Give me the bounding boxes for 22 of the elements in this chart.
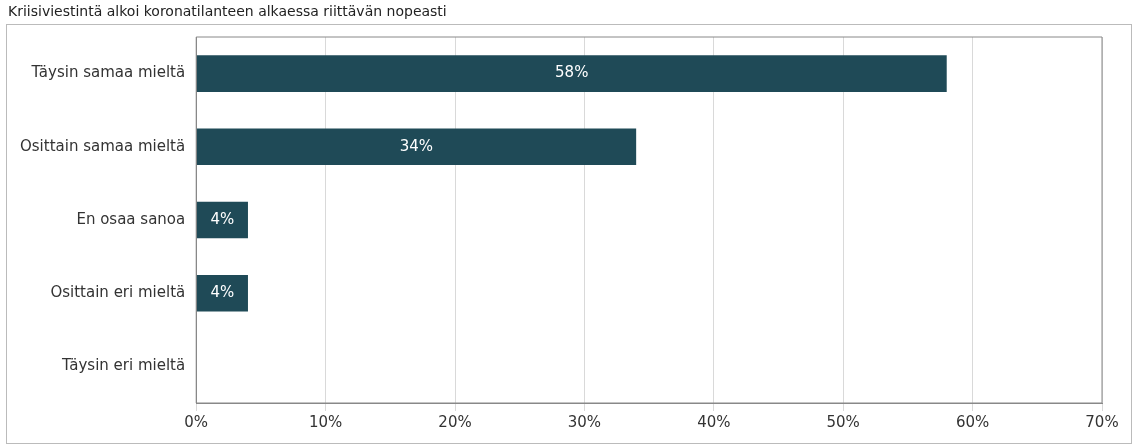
data-label: 4%	[210, 209, 235, 228]
x-tick-label: 20%	[438, 412, 472, 431]
y-tick-label: Osittain samaa mieltä	[19, 136, 186, 155]
bar	[196, 201, 248, 239]
x-tick-label: 10%	[308, 412, 343, 431]
chart-title: Kriisiviestintä alkoi koronatilanteen alkaessa riittävän nopeasti	[7, 2, 448, 21]
y-tick-label: Täysin eri mieltä	[60, 356, 186, 375]
x-tick-label: 50%	[826, 412, 860, 431]
data-label: 34%	[399, 136, 434, 155]
x-tick-label: 30%	[567, 412, 602, 431]
data-label: 58%	[555, 63, 589, 82]
x-tick-label: 40%	[697, 412, 731, 431]
bar	[196, 128, 637, 166]
bar	[196, 274, 248, 312]
x-tick-label: 0%	[184, 412, 209, 431]
y-tick-label: En osaa sanoa	[76, 209, 186, 228]
x-tick-label: 70%	[1085, 412, 1119, 431]
x-tick-label: 60%	[955, 412, 990, 431]
y-tick-label: Osittain eri mieltä	[50, 283, 186, 302]
bar	[196, 55, 947, 92]
data-label: 4%	[210, 283, 235, 302]
y-tick-label: Täysin samaa mieltä	[30, 63, 186, 82]
